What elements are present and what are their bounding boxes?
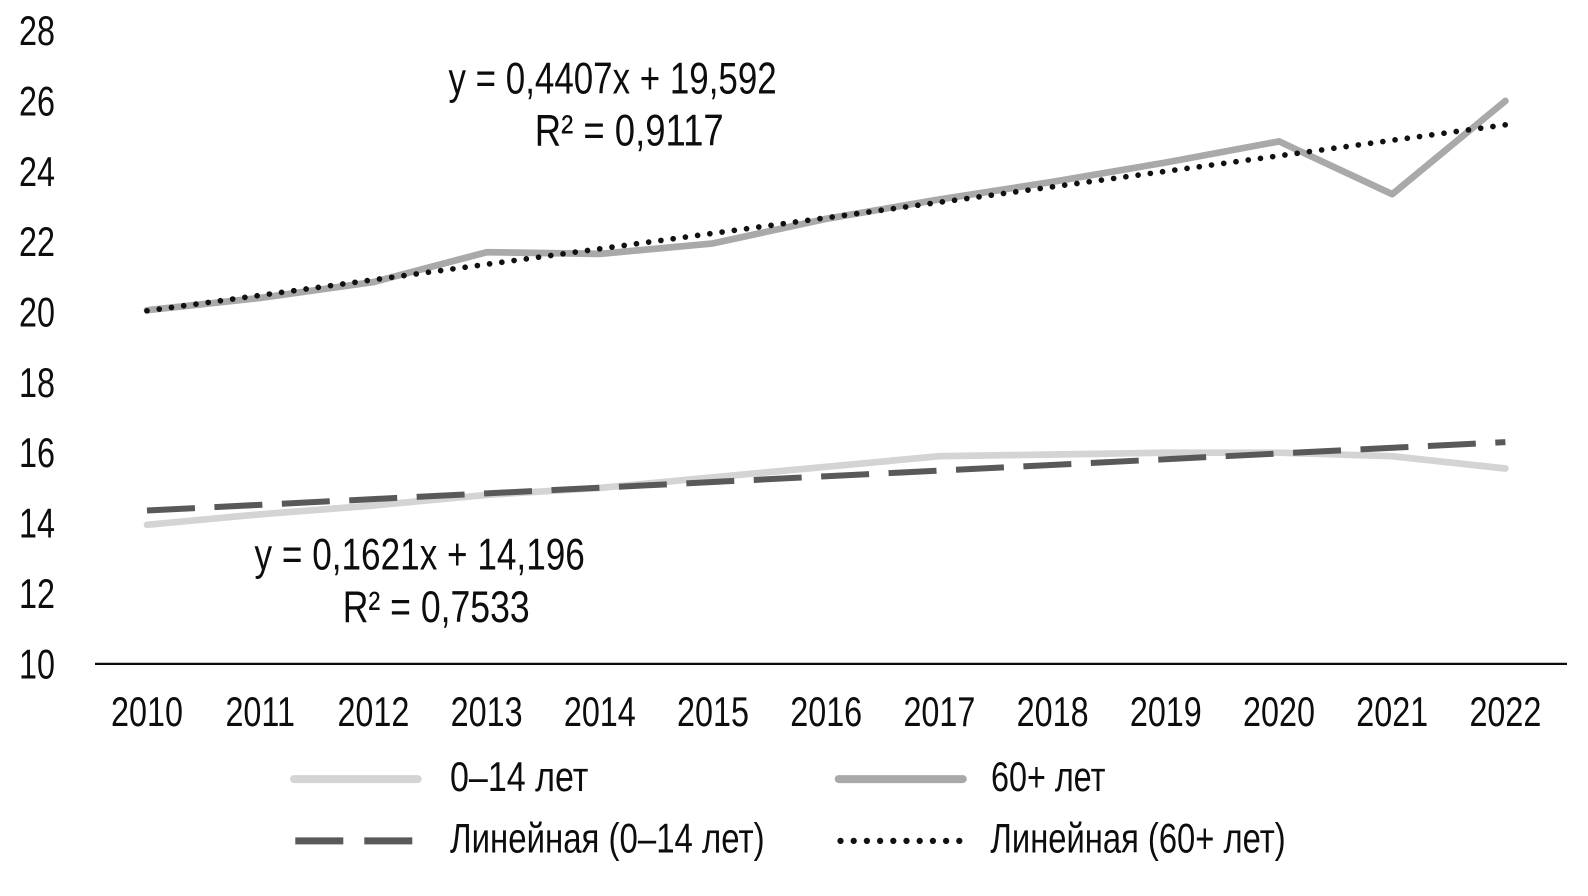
svg-text:2018: 2018 bbox=[1017, 688, 1089, 735]
svg-text:2019: 2019 bbox=[1130, 688, 1202, 735]
svg-text:22: 22 bbox=[19, 218, 55, 265]
svg-text:Линейная (60+ лет): Линейная (60+ лет) bbox=[990, 815, 1285, 862]
svg-text:60+ лет: 60+ лет bbox=[991, 753, 1105, 800]
svg-text:2015: 2015 bbox=[677, 688, 749, 735]
svg-text:R² = 0,7533: R² = 0,7533 bbox=[343, 582, 530, 632]
svg-text:2010: 2010 bbox=[111, 688, 183, 735]
svg-text:24: 24 bbox=[19, 148, 55, 195]
svg-text:2012: 2012 bbox=[337, 688, 409, 735]
svg-text:y = 0,4407x + 19,592: y = 0,4407x + 19,592 bbox=[448, 55, 776, 104]
svg-text:2013: 2013 bbox=[451, 688, 523, 735]
svg-text:14: 14 bbox=[19, 500, 55, 547]
svg-text:2014: 2014 bbox=[564, 688, 636, 735]
svg-text:2020: 2020 bbox=[1243, 688, 1315, 735]
svg-text:26: 26 bbox=[19, 77, 55, 124]
svg-text:Линейная (0–14 лет): Линейная (0–14 лет) bbox=[450, 815, 765, 862]
svg-text:2017: 2017 bbox=[903, 688, 975, 735]
svg-text:y = 0,1621x + 14,196: y = 0,1621x + 14,196 bbox=[255, 531, 585, 580]
svg-text:0–14 лет: 0–14 лет bbox=[450, 753, 588, 800]
svg-text:2011: 2011 bbox=[225, 688, 295, 735]
svg-text:2021: 2021 bbox=[1356, 688, 1428, 735]
svg-text:18: 18 bbox=[19, 359, 55, 406]
svg-text:12: 12 bbox=[19, 570, 55, 617]
svg-text:R² = 0,9117: R² = 0,9117 bbox=[535, 105, 724, 155]
svg-text:2022: 2022 bbox=[1469, 688, 1541, 735]
svg-text:20: 20 bbox=[19, 288, 55, 335]
svg-text:10: 10 bbox=[19, 640, 55, 687]
svg-text:2016: 2016 bbox=[790, 688, 862, 735]
svg-text:28: 28 bbox=[19, 7, 55, 54]
svg-text:16: 16 bbox=[19, 429, 55, 476]
